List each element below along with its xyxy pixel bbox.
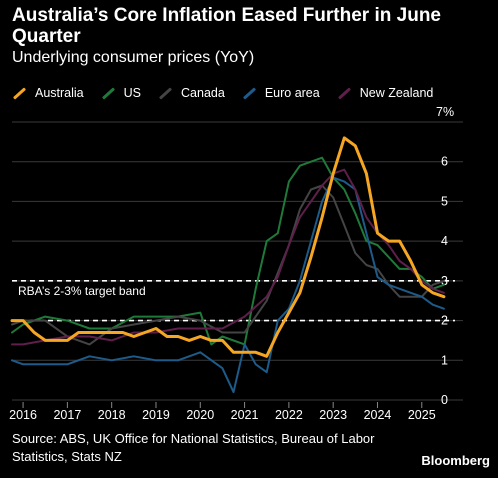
legend-swatch <box>158 86 173 100</box>
y-tick-label: 1 <box>441 353 448 367</box>
legend-item-us: US <box>101 86 141 100</box>
chart-subtitle: Underlying consumer prices (YoY) <box>12 49 255 66</box>
legend-label: US <box>123 86 142 100</box>
legend-swatch <box>242 86 256 100</box>
series-line-new-zealand <box>11 168 445 346</box>
y-tick-label: 6 <box>441 155 448 169</box>
legend-item-canada: Canada <box>158 86 225 100</box>
chart-legend: Australia US Canada Euro area New Zealand <box>12 84 450 102</box>
legend-item-australia: Australia <box>12 86 84 100</box>
series-line-australia <box>10 136 446 358</box>
y-tick-label: 0 <box>441 393 448 407</box>
legend-label: New Zealand <box>359 86 434 100</box>
x-tick-label: 2018 <box>98 408 126 422</box>
x-tick-label: 2021 <box>231 408 259 422</box>
legend-swatch <box>12 86 27 100</box>
x-tick-label: 2023 <box>319 408 347 422</box>
series-line-us <box>11 156 445 346</box>
target-band-label: RBA’s 2-3% target band <box>18 284 146 298</box>
source-note: Source: ABS, UK Office for National Stat… <box>12 431 375 464</box>
legend-item-euro-area: Euro area <box>242 86 320 100</box>
x-tick-label: 2025 <box>408 408 436 422</box>
legend-swatch <box>101 86 115 100</box>
legend-label: Euro area <box>264 86 320 100</box>
legend-item-new-zealand: New Zealand <box>337 86 434 100</box>
y-tick-label: 5 <box>441 194 448 208</box>
y-unit-label: 7% <box>436 105 454 119</box>
x-tick-label: 2022 <box>275 408 303 422</box>
x-tick-label: 2019 <box>142 408 170 422</box>
brand-logo: Bloomberg <box>421 453 490 468</box>
legend-swatch <box>337 86 351 100</box>
x-tick-label: 2016 <box>9 408 37 422</box>
legend-label: Australia <box>35 86 84 100</box>
chart-title: Australia’s Core Inflation Eased Further… <box>12 5 441 47</box>
x-tick-label: 2020 <box>186 408 214 422</box>
series-line-canada <box>11 184 445 346</box>
legend-label: Canada <box>181 86 225 100</box>
y-tick-label: 4 <box>441 234 448 248</box>
series-line-euro-area <box>11 176 445 394</box>
x-tick-label: 2024 <box>364 408 392 422</box>
x-tick-label: 2017 <box>53 408 81 422</box>
